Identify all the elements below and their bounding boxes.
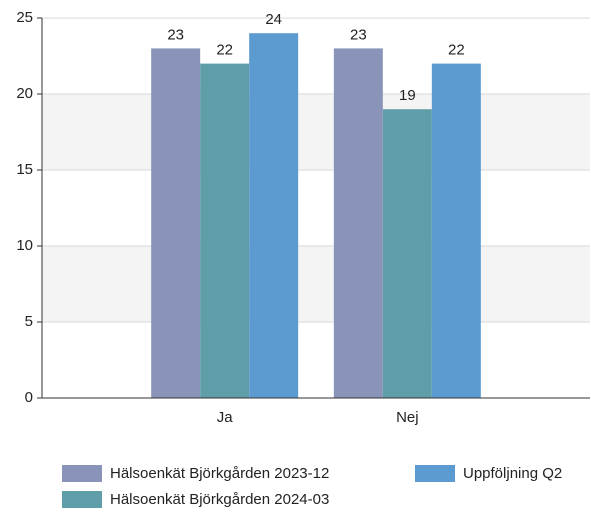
value-label: 22 <box>448 42 465 59</box>
y-tick-label: 15 <box>16 161 33 178</box>
bar <box>249 33 299 398</box>
grid-band <box>42 246 590 322</box>
value-label: 23 <box>350 26 367 43</box>
x-tick-label: Ja <box>217 409 234 426</box>
value-label: 23 <box>167 26 184 43</box>
legend-label: Hälsoenkät Björkgården 2024-03 <box>110 491 329 508</box>
y-tick-label: 5 <box>25 313 33 330</box>
y-tick-label: 0 <box>25 389 33 406</box>
value-label: 24 <box>265 11 282 28</box>
legend-swatch <box>62 491 102 508</box>
bar <box>333 48 383 399</box>
bar <box>151 48 201 399</box>
legend-swatch <box>415 465 455 482</box>
grid-band <box>42 94 590 170</box>
value-label: 19 <box>399 87 416 104</box>
x-tick-label: Nej <box>396 409 419 426</box>
legend-label: Uppföljning Q2 <box>463 465 562 482</box>
y-tick-label: 20 <box>16 85 33 102</box>
bar <box>431 63 481 398</box>
legend-swatch <box>62 465 102 482</box>
bar <box>200 63 250 398</box>
y-tick-label: 25 <box>16 9 33 26</box>
bar <box>382 109 432 398</box>
y-tick-label: 10 <box>16 237 33 254</box>
value-label: 22 <box>216 42 233 59</box>
legend-label: Hälsoenkät Björkgården 2023-12 <box>110 465 329 482</box>
